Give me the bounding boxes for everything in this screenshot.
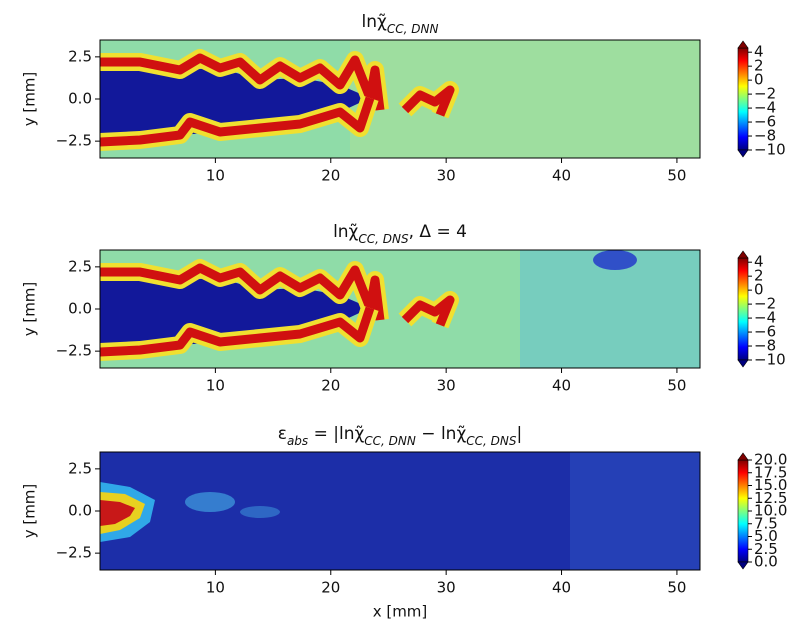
- field-blob: [401, 295, 455, 327]
- field-front: [100, 53, 385, 111]
- colorbar-extend: [737, 40, 749, 49]
- x-tick-label: 30: [437, 167, 456, 185]
- x-tick-label: 10: [206, 167, 225, 185]
- title-part: CC, DNN: [364, 434, 416, 448]
- field-patch: [185, 492, 235, 512]
- field: [100, 452, 700, 570]
- x-tick-label: 30: [437, 579, 456, 597]
- y-axis-label: y [mm]: [21, 282, 39, 337]
- colorbar-tick-label: 4: [754, 253, 764, 271]
- title-part: CC, DNN: [387, 22, 439, 36]
- colorbar-tick-label: 2: [754, 57, 764, 75]
- x-tick-label: 40: [552, 579, 571, 597]
- field-front: [99, 96, 375, 147]
- colorbar-tick-label: 5.0: [754, 527, 778, 545]
- y-tick-label: 0.0: [68, 300, 92, 318]
- field-front: [100, 263, 385, 321]
- chart-title: εabs = |lnχ̃CC, DNN − lnχ̃CC, DNS|: [278, 424, 522, 448]
- colorbar-tick-label: −6: [754, 323, 776, 341]
- field: [99, 40, 700, 158]
- colorbar-extend: [737, 149, 749, 158]
- title-part: |: [517, 424, 523, 444]
- x-axis-label: x [mm]: [373, 603, 428, 621]
- x-tick-label: 40: [552, 377, 571, 395]
- x-tick-label: 10: [206, 377, 225, 395]
- y-tick-label: −2.5: [56, 544, 92, 562]
- colorbar-tick-label: −4: [754, 99, 776, 117]
- field-blob: [401, 85, 455, 117]
- title-part: abs: [287, 434, 308, 448]
- colorbar-tick-label: −6: [754, 113, 776, 131]
- title-part: ε: [278, 424, 287, 444]
- field-patch: [100, 500, 135, 526]
- title-part: lnχ̃: [362, 12, 387, 32]
- y-tick-label: −2.5: [56, 342, 92, 360]
- colorbar-tick-label: −2: [754, 85, 776, 103]
- colorbar-tick-label: 0: [754, 281, 764, 299]
- colorbar-tick-label: 7.5: [754, 514, 778, 532]
- title-part: − lnχ̃: [416, 424, 467, 444]
- y-axis-label: y [mm]: [21, 72, 39, 127]
- title-part: CC, DNS: [358, 232, 409, 246]
- colorbar-extend: [737, 561, 749, 570]
- y-tick-label: −2.5: [56, 132, 92, 150]
- x-tick-label: 20: [321, 167, 340, 185]
- title-part: , Δ = 4: [409, 222, 467, 242]
- colorbar: [737, 47, 749, 151]
- y-tick-label: 2.5: [68, 459, 92, 477]
- y-tick-label: 2.5: [68, 257, 92, 275]
- title-part: lnχ̃: [333, 222, 358, 242]
- y-tick-label: 2.5: [68, 47, 92, 65]
- x-tick-label: 40: [552, 167, 571, 185]
- colorbar-extend: [737, 359, 749, 368]
- x-tick-label: 50: [667, 377, 686, 395]
- colorbar-tick-label: −2: [754, 295, 776, 313]
- field-patch: [240, 506, 280, 518]
- colorbar-tick-label: 0: [754, 71, 764, 89]
- colorbar-tick-label: 10.0: [754, 502, 787, 520]
- colorbar-tick-label: −10: [754, 141, 786, 159]
- colorbar-tick-label: 0.0: [754, 553, 778, 571]
- colorbar-extend: [737, 250, 749, 259]
- x-tick-label: 50: [667, 579, 686, 597]
- title-part: = |lnχ̃: [308, 424, 364, 444]
- colorbar-tick-label: 4: [754, 43, 764, 61]
- colorbar-tick-label: 2.5: [754, 540, 778, 558]
- colorbar-tick-label: 2: [754, 267, 764, 285]
- colorbar-tick-label: 15.0: [754, 476, 787, 494]
- x-tick-label: 20: [321, 377, 340, 395]
- colorbar-tick-label: −8: [754, 127, 776, 145]
- x-tick-label: 20: [321, 579, 340, 597]
- colorbar-tick-label: −10: [754, 351, 786, 369]
- colorbar-tick-label: −4: [754, 309, 776, 327]
- colorbar-extend: [737, 452, 749, 461]
- title-part: CC, DNS: [466, 434, 517, 448]
- chart-title: lnχ̃CC, DNN: [362, 12, 439, 36]
- y-axis-label: y [mm]: [21, 484, 39, 539]
- y-tick-label: 0.0: [68, 502, 92, 520]
- x-tick-label: 50: [667, 167, 686, 185]
- colorbar-tick-label: 12.5: [754, 489, 787, 507]
- field-patch: [593, 250, 637, 270]
- field-patch: [350, 40, 700, 158]
- field-front: [99, 306, 375, 357]
- colorbar-tick-label: −8: [754, 337, 776, 355]
- colorbar: [737, 459, 749, 563]
- chart-title: lnχ̃CC, DNS, Δ = 4: [333, 222, 467, 246]
- colorbar: [737, 257, 749, 361]
- field: [99, 250, 700, 368]
- field-patch: [570, 452, 700, 570]
- x-tick-label: 10: [206, 579, 225, 597]
- colorbar-tick-label: 17.5: [754, 463, 787, 481]
- y-tick-label: 0.0: [68, 90, 92, 108]
- colorbar-tick-label: 20.0: [754, 451, 787, 469]
- x-tick-label: 30: [437, 377, 456, 395]
